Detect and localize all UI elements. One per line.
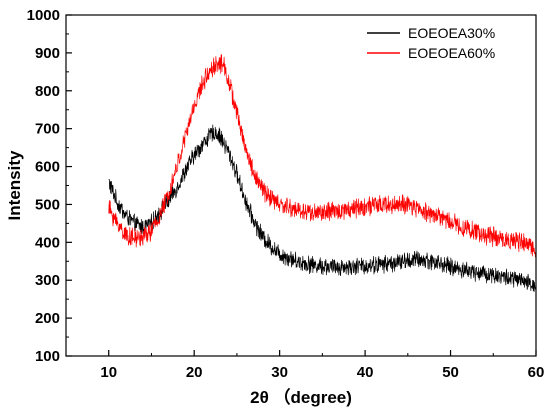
y-tick-label: 600 bbox=[35, 159, 60, 176]
y-tick-label: 300 bbox=[35, 272, 60, 289]
y-axis-title: Intensity bbox=[5, 150, 24, 220]
x-tick-label: 10 bbox=[100, 364, 117, 381]
plot-frame bbox=[65, 14, 537, 357]
x-axis: 10 20 30 40 50 60 bbox=[65, 350, 545, 381]
y-tick-label: 400 bbox=[35, 234, 60, 251]
series-line-0 bbox=[108, 124, 537, 293]
legend-label-0: EOEOEA30% bbox=[408, 25, 495, 41]
x-axis-title: 2θ （degree) bbox=[250, 387, 352, 407]
y-tick-label: 500 bbox=[35, 196, 60, 213]
x-tick-label: 20 bbox=[186, 364, 203, 381]
x-tick-label: 30 bbox=[271, 364, 288, 381]
legend-label-1: EOEOEA60% bbox=[408, 45, 495, 61]
plot-area: 10 20 30 40 50 60 100 200 300 400 500 600 700 800 900… bbox=[27, 7, 545, 381]
y-tick-label: 700 bbox=[35, 121, 60, 138]
legend: EOEOEA30% EOEOEA60% bbox=[367, 25, 495, 61]
series-layer bbox=[108, 54, 537, 293]
x-tick-label: 50 bbox=[442, 364, 459, 381]
y-tick-label: 800 bbox=[35, 83, 60, 100]
y-tick-label: 1000 bbox=[27, 7, 60, 24]
y-tick-label: 100 bbox=[35, 348, 60, 365]
x-tick-label: 40 bbox=[357, 364, 374, 381]
series-line-1 bbox=[108, 54, 537, 258]
y-tick-label: 900 bbox=[35, 45, 60, 62]
y-tick-label: 200 bbox=[35, 310, 60, 327]
y-axis: 100 200 300 400 500 600 700 800 900 1000 bbox=[27, 7, 72, 365]
x-tick-label: 60 bbox=[528, 364, 545, 381]
